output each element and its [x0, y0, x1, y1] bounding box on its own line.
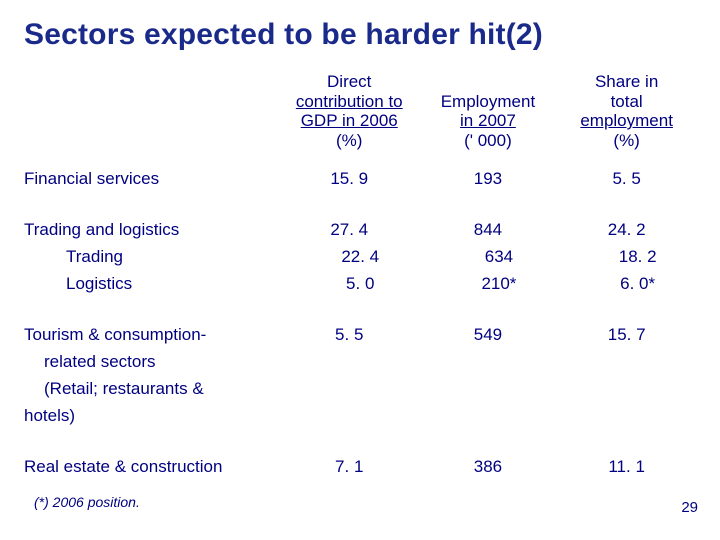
cell-share: 5. 5 — [557, 160, 696, 193]
row-label: Financial services — [24, 160, 280, 193]
col-header-employment: Employment in 2007 (' 000) — [419, 70, 558, 160]
row-label: Tourism & consumption- — [24, 298, 280, 349]
col-header-gdp: Direct contribution to GDP in 2006 (%) — [280, 70, 419, 160]
table-row: related sectors — [24, 349, 696, 376]
cell-gdp: 7. 1 — [280, 430, 419, 481]
page-number: 29 — [681, 499, 698, 516]
cell-share — [557, 403, 696, 430]
cell-share: 6. 0* — [557, 271, 696, 298]
cell-emp: 193 — [419, 160, 558, 193]
cell-emp: 549 — [419, 298, 558, 349]
cell-share: 15. 7 — [557, 298, 696, 349]
cell-emp: 210* — [419, 271, 558, 298]
row-label: Logistics — [24, 271, 280, 298]
table-row: Tourism & consumption-5. 554915. 7 — [24, 298, 696, 349]
cell-gdp: 27. 4 — [280, 193, 419, 244]
cell-emp: 386 — [419, 430, 558, 481]
row-label: (Retail; restaurants & — [24, 376, 280, 403]
row-label: Trading — [24, 244, 280, 271]
cell-share: 11. 1 — [557, 430, 696, 481]
cell-emp: 844 — [419, 193, 558, 244]
sectors-table: Direct contribution to GDP in 2006 (%) E… — [24, 70, 696, 481]
cell-emp — [419, 403, 558, 430]
row-label: Trading and logistics — [24, 193, 280, 244]
cell-gdp — [280, 349, 419, 376]
cell-share — [557, 349, 696, 376]
table-header-row: Direct contribution to GDP in 2006 (%) E… — [24, 70, 696, 160]
cell-gdp: 5. 0 — [280, 271, 419, 298]
row-label: hotels) — [24, 403, 280, 430]
cell-gdp: 5. 5 — [280, 298, 419, 349]
row-label: Real estate & construction — [24, 430, 280, 481]
cell-share — [557, 376, 696, 403]
cell-gdp: 22. 4 — [280, 244, 419, 271]
cell-emp — [419, 349, 558, 376]
row-label: related sectors — [24, 349, 280, 376]
table-row: Trading and logistics27. 484424. 2 — [24, 193, 696, 244]
cell-share: 18. 2 — [557, 244, 696, 271]
table-row: hotels) — [24, 403, 696, 430]
table-row: (Retail; restaurants & — [24, 376, 696, 403]
page-title: Sectors expected to be harder hit(2) — [24, 18, 696, 52]
cell-gdp — [280, 403, 419, 430]
table-row: Real estate & construction7. 138611. 1 — [24, 430, 696, 481]
footnote: (*) 2006 position. — [34, 494, 140, 510]
table-row: Logistics5. 0210*6. 0* — [24, 271, 696, 298]
cell-emp — [419, 376, 558, 403]
cell-emp: 634 — [419, 244, 558, 271]
table-row: Financial services15. 91935. 5 — [24, 160, 696, 193]
cell-gdp: 15. 9 — [280, 160, 419, 193]
table-row: Trading22. 463418. 2 — [24, 244, 696, 271]
cell-share: 24. 2 — [557, 193, 696, 244]
cell-gdp — [280, 376, 419, 403]
col-header-share: Share in total employment (%) — [557, 70, 696, 160]
